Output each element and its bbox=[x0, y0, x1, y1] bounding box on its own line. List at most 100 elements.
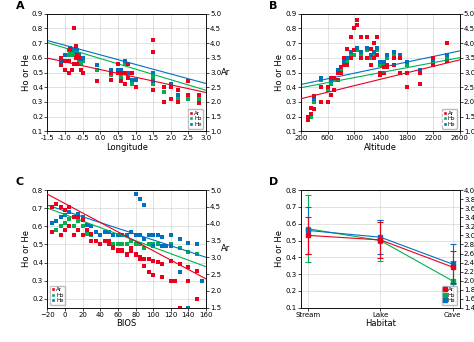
Point bbox=[77, 56, 85, 62]
Point bbox=[364, 35, 371, 40]
Point bbox=[65, 52, 73, 57]
Point bbox=[340, 60, 348, 65]
Point bbox=[184, 305, 192, 311]
Point bbox=[114, 61, 122, 66]
Point bbox=[193, 296, 201, 302]
Point bbox=[70, 214, 78, 220]
Point bbox=[109, 245, 117, 250]
Point bbox=[48, 220, 55, 225]
Point bbox=[83, 222, 91, 227]
Point bbox=[174, 92, 182, 97]
Point bbox=[74, 214, 82, 220]
Point bbox=[364, 48, 371, 53]
Point bbox=[397, 55, 404, 61]
Point bbox=[128, 238, 135, 244]
Point bbox=[149, 273, 157, 278]
Point bbox=[149, 258, 157, 263]
Point bbox=[390, 62, 398, 68]
Point bbox=[167, 233, 174, 238]
Point bbox=[357, 52, 365, 57]
Point bbox=[79, 233, 86, 238]
Point bbox=[123, 233, 130, 238]
Point bbox=[327, 79, 335, 84]
Point bbox=[132, 84, 139, 90]
Point bbox=[97, 241, 104, 247]
Text: B: B bbox=[269, 1, 278, 11]
Point bbox=[48, 229, 55, 235]
Point bbox=[354, 23, 361, 28]
Point bbox=[390, 55, 398, 61]
Point bbox=[149, 70, 157, 75]
Text: C: C bbox=[16, 177, 24, 187]
Point bbox=[65, 209, 73, 215]
Point bbox=[107, 70, 115, 75]
Point bbox=[121, 81, 129, 87]
Point bbox=[75, 55, 83, 61]
Point bbox=[334, 67, 341, 72]
Point bbox=[167, 84, 174, 90]
Point bbox=[70, 48, 78, 53]
Point bbox=[88, 238, 95, 244]
Point bbox=[364, 55, 371, 61]
Point bbox=[158, 274, 166, 280]
Point bbox=[158, 261, 166, 267]
Point bbox=[57, 214, 64, 220]
Point bbox=[132, 77, 139, 82]
Point bbox=[136, 256, 144, 262]
Point bbox=[350, 52, 358, 57]
Point bbox=[174, 96, 182, 102]
Point bbox=[65, 224, 73, 229]
Point bbox=[374, 48, 381, 53]
Point bbox=[344, 62, 351, 68]
Point bbox=[68, 67, 76, 72]
Point bbox=[380, 64, 388, 69]
X-axis label: Altitude: Altitude bbox=[364, 143, 397, 152]
Point bbox=[377, 60, 384, 65]
Point bbox=[57, 233, 64, 238]
Point bbox=[307, 105, 315, 110]
Point bbox=[107, 73, 115, 78]
Point bbox=[310, 93, 318, 99]
Point bbox=[344, 55, 351, 61]
Point bbox=[93, 62, 100, 68]
Point bbox=[403, 60, 410, 65]
Point bbox=[367, 52, 374, 57]
Point bbox=[367, 46, 374, 52]
Point bbox=[79, 224, 86, 229]
Point bbox=[397, 55, 404, 61]
Point bbox=[74, 211, 82, 216]
Point bbox=[350, 26, 358, 31]
Point bbox=[73, 52, 81, 57]
Point bbox=[88, 233, 95, 238]
Y-axis label: Ho or He: Ho or He bbox=[275, 54, 284, 91]
Point bbox=[145, 242, 153, 247]
Point bbox=[397, 52, 404, 57]
Point bbox=[61, 58, 69, 64]
Point bbox=[149, 37, 157, 43]
Point bbox=[344, 58, 351, 64]
Point bbox=[68, 67, 76, 72]
Point bbox=[70, 233, 78, 238]
Point bbox=[70, 26, 78, 31]
Point bbox=[66, 46, 74, 52]
Point bbox=[65, 58, 73, 64]
Point bbox=[145, 256, 153, 262]
Point bbox=[128, 229, 135, 235]
Point bbox=[340, 62, 348, 68]
Point bbox=[66, 51, 74, 56]
Point bbox=[79, 70, 86, 75]
Point bbox=[195, 101, 203, 106]
Point bbox=[58, 62, 65, 68]
Point bbox=[105, 229, 113, 235]
Point bbox=[118, 248, 126, 253]
Point bbox=[193, 268, 201, 274]
Legend: Ar, Ho, He: Ar, Ho, He bbox=[188, 109, 203, 129]
Point bbox=[193, 242, 201, 247]
Point bbox=[128, 248, 135, 253]
Point bbox=[184, 278, 192, 284]
Point bbox=[443, 55, 450, 61]
Point bbox=[347, 55, 355, 61]
Point bbox=[74, 218, 82, 224]
Point bbox=[132, 233, 139, 238]
Point bbox=[195, 96, 203, 102]
